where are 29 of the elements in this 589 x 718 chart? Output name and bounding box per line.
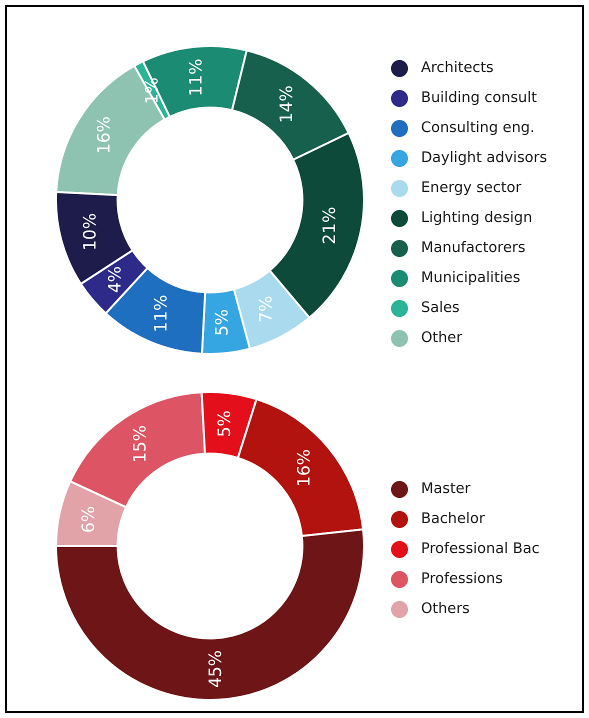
legend-label: Consulting eng.: [421, 120, 535, 136]
data-label: 15%: [130, 425, 150, 463]
data-label: 10%: [80, 212, 100, 251]
data-label: 5%: [212, 309, 232, 336]
legend-label: Building consult: [421, 90, 537, 106]
legend-label: Master: [421, 481, 471, 497]
data-label: 6%: [79, 506, 100, 534]
data-label: 5%: [214, 410, 235, 438]
legend-label: Sales: [421, 300, 460, 316]
legend-label: Lighting design: [421, 210, 532, 226]
data-label: 4%: [105, 266, 126, 294]
legend-label: Professional Bac: [421, 541, 540, 557]
data-label: 16%: [294, 449, 315, 487]
data-label: 21%: [320, 206, 340, 245]
legend-label: Energy sector: [421, 180, 522, 196]
data-label: 7%: [256, 296, 276, 323]
legend-label: Architects: [421, 60, 494, 76]
legend-label: Manufactorers: [421, 240, 526, 256]
data-label: 16%: [94, 116, 115, 154]
data-label: 11%: [186, 58, 207, 96]
legend-label: Professions: [421, 571, 503, 587]
legend-label: Others: [421, 601, 470, 617]
legend-label: Municipalities: [421, 270, 520, 286]
legend-label: Bachelor: [421, 511, 485, 527]
data-label: 14%: [276, 85, 297, 124]
legend-label: Daylight advisors: [421, 150, 548, 166]
data-label: 11%: [152, 294, 172, 332]
legend-label: Other: [421, 330, 462, 346]
data-label: 45%: [206, 650, 226, 688]
